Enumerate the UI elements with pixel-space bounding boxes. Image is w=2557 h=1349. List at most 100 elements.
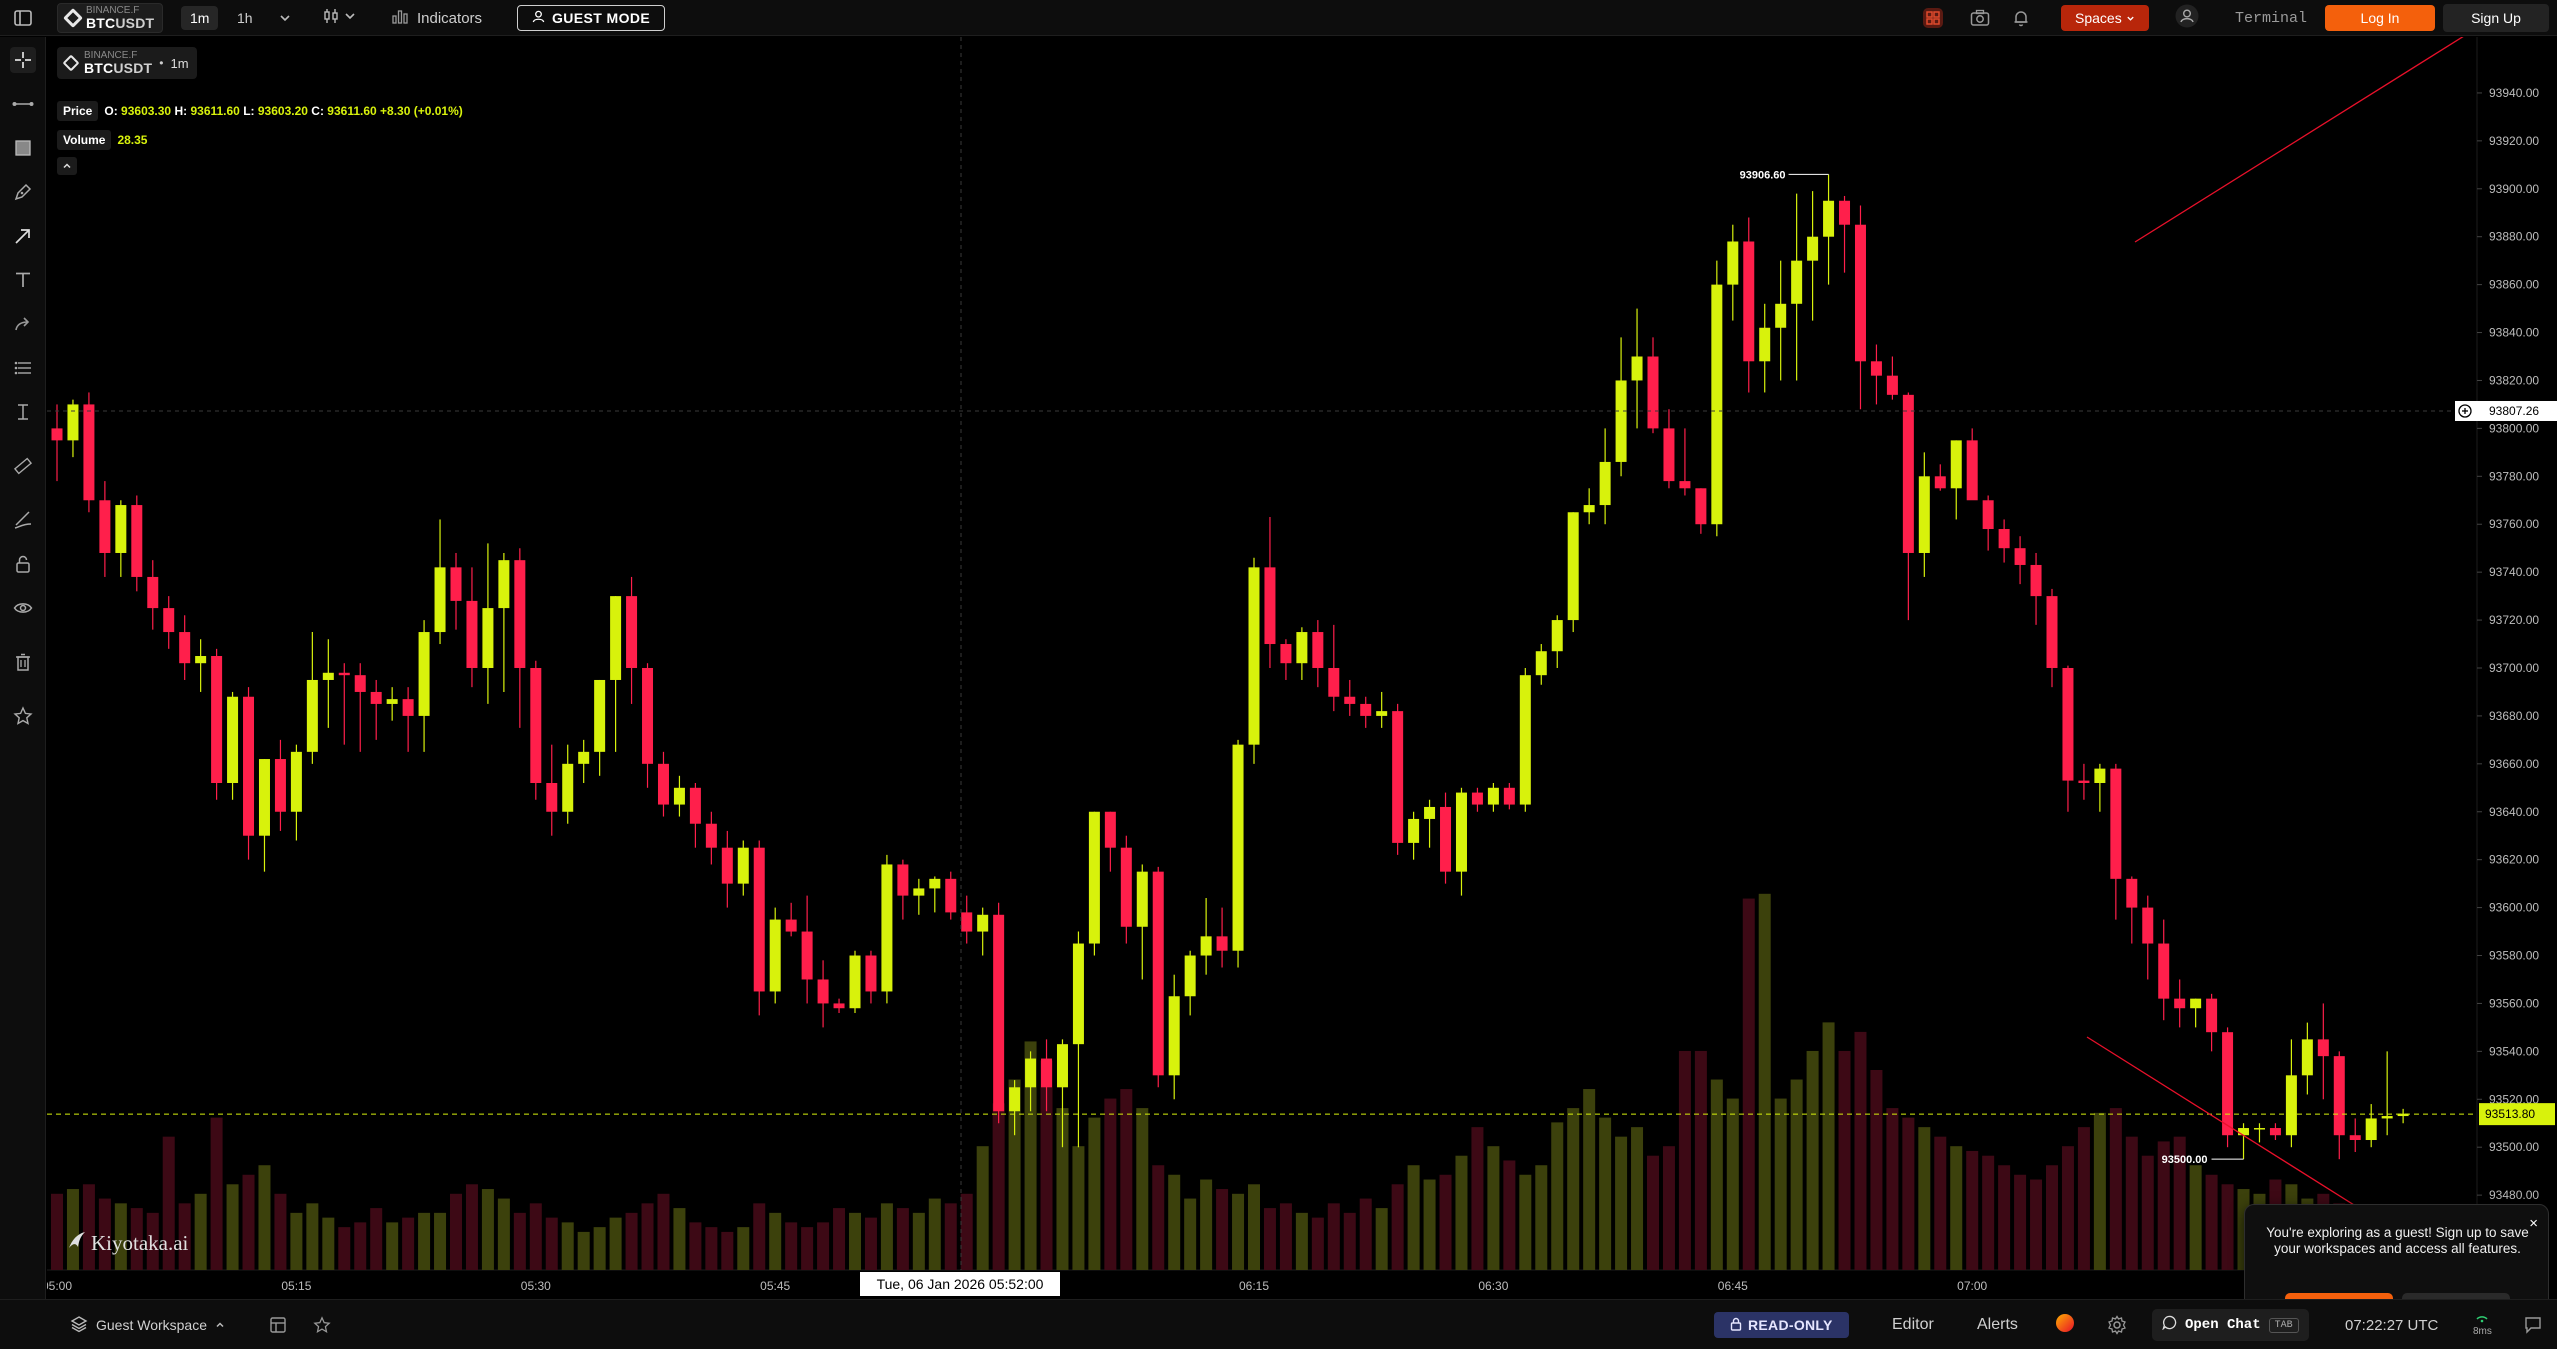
- volume-bar: [864, 1217, 877, 1270]
- price-tick-label: 93880.00: [2489, 230, 2539, 244]
- volume-bar: [721, 1231, 734, 1270]
- volume-bar: [1439, 1174, 1452, 1270]
- candle-body: [179, 632, 191, 664]
- horizontal-line-tool-icon[interactable]: [10, 91, 36, 117]
- crosshair-add-alert-icon: [2458, 404, 2472, 418]
- volume-bar: [1567, 1108, 1580, 1270]
- crosshair-tool-icon[interactable]: [10, 47, 36, 73]
- candle-body: [594, 679, 606, 752]
- sidebar-toggle-icon[interactable]: [10, 5, 36, 31]
- candle-body: [961, 912, 973, 932]
- candle-body: [1535, 651, 1547, 676]
- volume-bar: [705, 1227, 718, 1270]
- volume-bar: [1806, 1050, 1819, 1270]
- high-label: H:: [174, 104, 188, 118]
- workspace-selector[interactable]: Guest Workspace: [70, 1300, 225, 1349]
- trash-icon[interactable]: [10, 649, 36, 675]
- volume-bar: [1455, 1155, 1468, 1270]
- fib-retracement-tool-icon[interactable]: [10, 355, 36, 381]
- legend-symbol-badge[interactable]: BINANCE.F BTCUSDT • 1m: [57, 47, 197, 79]
- guest-mode-button[interactable]: GUEST MODE: [517, 5, 666, 31]
- volume-bar: [497, 1198, 510, 1270]
- price-tick-label: 93500.00: [2489, 1140, 2539, 1154]
- layout-panel-icon[interactable]: [265, 1312, 291, 1338]
- timeframe-dropdown-chevron-icon[interactable]: [272, 5, 298, 31]
- price-chart[interactable]: 93460.0093480.0093500.0093520.0093540.00…: [47, 37, 2557, 1332]
- binance-logo-icon: [63, 8, 83, 28]
- profile-avatar-icon[interactable]: [2175, 4, 2199, 33]
- arrow-tool-icon[interactable]: [10, 223, 36, 249]
- bell-icon[interactable]: [2008, 5, 2034, 31]
- camera-icon[interactable]: [1967, 5, 1993, 31]
- legend-base: BTC: [84, 60, 114, 76]
- favorites-star-icon[interactable]: [309, 1312, 335, 1338]
- close-value: 93611.60: [327, 104, 377, 118]
- volume-bar: [338, 1227, 351, 1270]
- eye-icon[interactable]: [10, 595, 36, 621]
- measure-tool-icon[interactable]: [10, 399, 36, 425]
- price-tick-label: 93780.00: [2489, 469, 2539, 483]
- signup-button[interactable]: Sign Up: [2443, 4, 2549, 32]
- candle-body: [514, 560, 526, 668]
- volume-bar: [130, 1208, 143, 1270]
- settings-gear-icon[interactable]: [2104, 1312, 2130, 1338]
- candlestick-icon: [322, 7, 340, 30]
- timeframe-1m-button[interactable]: 1m: [181, 6, 219, 30]
- timeframe-1h-button[interactable]: 1h: [237, 10, 253, 26]
- spaces-dropdown-button[interactable]: Spaces: [2061, 5, 2149, 31]
- feedback-icon[interactable]: [2520, 1312, 2546, 1338]
- candle-body: [1025, 1058, 1037, 1088]
- candle-body: [578, 751, 590, 764]
- theme-toggle-icon[interactable]: [2055, 1313, 2075, 1338]
- volume-bar: [226, 1184, 239, 1270]
- volume-bar: [2173, 1136, 2186, 1270]
- popup-close-icon[interactable]: ×: [2529, 1215, 2538, 1232]
- open-chat-button[interactable]: Open Chat TAB: [2152, 1309, 2309, 1341]
- candle-body: [1120, 847, 1132, 927]
- volume-bar: [944, 1203, 957, 1270]
- candle-body: [2285, 1075, 2297, 1136]
- candlestick-chart-svg[interactable]: 93460.0093480.0093500.0093520.0093540.00…: [47, 37, 2557, 1299]
- lock-icon[interactable]: [10, 551, 36, 577]
- tab-key-hint: TAB: [2268, 1317, 2299, 1333]
- pen-tool-icon[interactable]: [10, 179, 36, 205]
- chart-type-selector[interactable]: [322, 0, 356, 36]
- candle-body: [753, 847, 765, 992]
- grid-layout-icon[interactable]: [1920, 5, 1946, 31]
- candle-body: [2381, 1116, 2393, 1119]
- candle-body: [258, 759, 270, 836]
- price-legend-row: Price O: 93603.30 H: 93611.60 L: 93603.2…: [57, 101, 463, 121]
- candle-body: [2397, 1113, 2409, 1117]
- volume-bar: [1854, 1031, 1867, 1270]
- rectangle-tool-icon[interactable]: [10, 135, 36, 161]
- drawing-toolbar: [0, 37, 46, 1299]
- symbol-base: BTC: [86, 15, 116, 31]
- text-tool-icon[interactable]: [10, 267, 36, 293]
- candle-body: [370, 691, 382, 704]
- volume-bar: [1535, 1165, 1548, 1270]
- candle-body: [338, 672, 350, 676]
- collapse-legend-chevron-icon[interactable]: [57, 157, 77, 175]
- indicators-button[interactable]: Indicators: [391, 0, 482, 36]
- volume-bar: [210, 1117, 223, 1270]
- ruler-tool-icon[interactable]: [10, 453, 36, 479]
- brush-tool-icon[interactable]: [10, 507, 36, 533]
- volume-bar: [1519, 1174, 1532, 1270]
- candle-body: [51, 428, 63, 441]
- login-button[interactable]: Log In: [2325, 5, 2435, 31]
- alerts-tab[interactable]: Alerts: [1977, 1316, 2018, 1333]
- candle-body: [354, 675, 366, 692]
- chat-bubble-icon: [2162, 1315, 2177, 1335]
- editor-tab[interactable]: Editor: [1892, 1316, 1934, 1333]
- candle-body: [626, 596, 638, 668]
- terminal-link[interactable]: Terminal: [2235, 9, 2308, 27]
- current-price-label: 93513.80: [2485, 1107, 2535, 1121]
- symbol-selector[interactable]: BINANCE.F BTCUSDT: [57, 3, 164, 33]
- volume-legend-tag[interactable]: Volume: [57, 130, 112, 150]
- candle-body: [402, 699, 414, 716]
- star-favorite-icon[interactable]: [10, 703, 36, 729]
- price-legend-tag[interactable]: Price: [57, 101, 99, 121]
- share-arrow-tool-icon[interactable]: [10, 311, 36, 337]
- candle-body: [1376, 711, 1388, 716]
- candle-body: [993, 914, 1005, 1112]
